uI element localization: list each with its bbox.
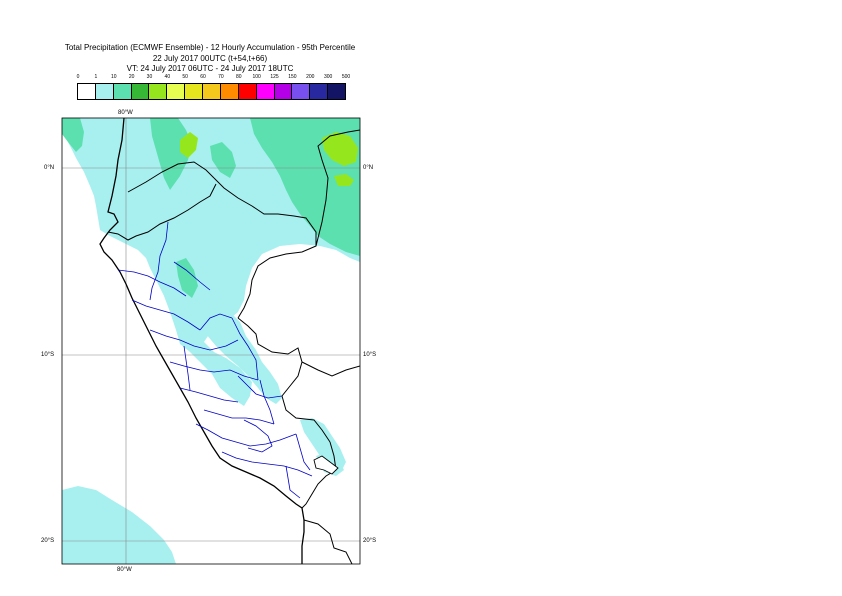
lat-label-10s-right: 10°S (363, 352, 377, 358)
graticule (62, 118, 360, 564)
lat-label-10s-left: 10°S (41, 352, 55, 358)
admin-border-3 (173, 261, 211, 291)
border-peru-brazil (237, 317, 331, 443)
precip-area-southwest (62, 486, 176, 564)
legend-threshold-label: 10 (110, 74, 117, 80)
precip-teal-central (176, 258, 198, 298)
precip-teal-coast (62, 118, 84, 152)
legend-threshold-label: 100 (252, 74, 261, 80)
lon-label-top: 80°W (118, 110, 133, 116)
admin-border-11 (203, 409, 275, 425)
precip-green-core-small (334, 174, 354, 186)
map-frame (61, 117, 361, 565)
map-title: Total Precipitation (ECMWF Ensemble) - 1… (64, 43, 356, 52)
precip-green-core-west (180, 132, 198, 158)
admin-border-8 (183, 345, 191, 391)
admin-border-5 (149, 329, 239, 351)
admin-border-17 (259, 379, 275, 425)
lat-label-0n-left: 0°N (44, 165, 55, 171)
lake-titicaca (313, 455, 339, 475)
legend-color-swatch (327, 83, 346, 100)
legend-threshold-label: 200 (306, 74, 315, 80)
admin-border-13 (243, 419, 273, 453)
admin-border-15 (285, 465, 301, 499)
legend-threshold-label: 125 (270, 74, 279, 80)
legend-threshold-label: 60 (200, 74, 206, 80)
legend-threshold-label: 70 (218, 74, 224, 80)
coastline (99, 118, 305, 564)
border-ecuador-peru (107, 183, 217, 241)
lat-label-20s-left: 20°S (41, 538, 55, 544)
admin-border-9 (179, 387, 239, 403)
precip-area-north (62, 118, 360, 406)
legend-threshold-label: 0 (76, 74, 80, 80)
legend-threshold-label: 300 (323, 74, 333, 80)
lat-label-0n-right: 0°N (363, 165, 374, 171)
precip-green-core-east (322, 132, 358, 166)
precipitation-fields (62, 118, 360, 564)
legend-threshold-label: 1 (94, 74, 98, 80)
border-colombia-brazil (315, 129, 360, 247)
legend-threshold-label: 40 (164, 74, 171, 80)
border-colombia-ecuador (127, 161, 215, 193)
precip-area-amazon-belt (198, 292, 282, 404)
legend-threshold-label: 80 (236, 74, 242, 80)
precipitation-legend: 0 1 10 20 30 40 50 60 70 80 100 125 150 200 300 500 (76, 74, 351, 104)
admin-border-4 (131, 299, 201, 331)
border-chile-bolivia (303, 519, 353, 564)
legend-threshold-label: 500 (341, 74, 351, 80)
forecast-base-time: 22 July 2017 00UTC (t+54,t+66) (152, 54, 268, 63)
valid-time: VT: 24 July 2017 06UTC - 24 July 2017 18… (126, 64, 294, 73)
admin-border-18 (231, 317, 259, 381)
border-peru-bolivia (301, 441, 337, 509)
legend-threshold-label: 20 (128, 74, 135, 80)
legend-threshold-label: 30 (146, 74, 153, 80)
precip-teal-andes-north (150, 118, 192, 190)
admin-border-6 (199, 313, 233, 331)
border-colombia-peru (213, 177, 317, 319)
border-bolivia-east (301, 361, 360, 377)
legend-threshold-label: 150 (288, 74, 297, 80)
admin-border-7 (169, 361, 259, 381)
precip-teal-interior (210, 142, 236, 178)
admin-border-1 (149, 221, 169, 301)
admin-border-10 (237, 375, 283, 399)
admin-border-12 (195, 423, 297, 447)
admin-border-2 (117, 269, 187, 297)
admin-border-14 (221, 451, 313, 477)
lon-label-bottom: 80°W (117, 567, 132, 573)
admin-border-16 (295, 433, 311, 471)
legend-threshold-label: 50 (182, 74, 188, 80)
lat-label-20s-right: 20°S (363, 538, 377, 544)
admin-borders (117, 221, 313, 499)
